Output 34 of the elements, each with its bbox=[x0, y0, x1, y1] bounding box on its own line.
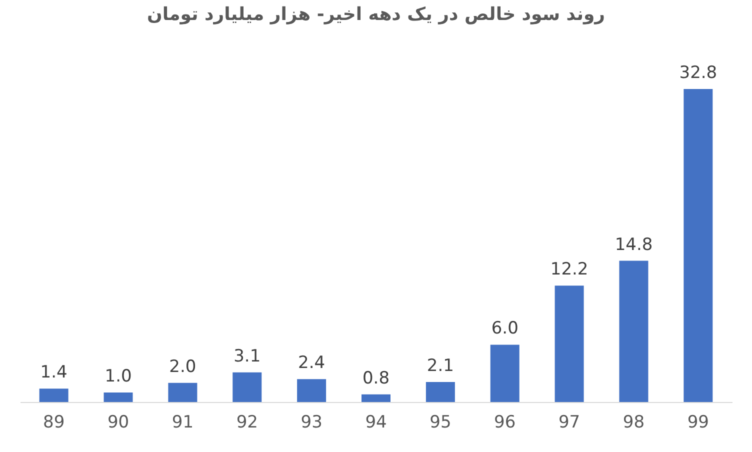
data-label: 14.8 bbox=[614, 234, 653, 255]
data-label: 1.4 bbox=[40, 362, 68, 383]
bar bbox=[297, 379, 326, 402]
data-label: 3.1 bbox=[234, 346, 261, 366]
bar bbox=[232, 372, 262, 402]
bar bbox=[39, 388, 68, 402]
bar bbox=[426, 382, 455, 402]
data-label: 2.1 bbox=[426, 356, 454, 376]
bar bbox=[168, 382, 198, 402]
bar bbox=[684, 88, 713, 402]
x-tick-label: 94 bbox=[365, 412, 387, 432]
x-tick-label: 97 bbox=[558, 412, 580, 432]
x-tick-label: 96 bbox=[494, 412, 516, 432]
x-tick-label: 90 bbox=[107, 412, 130, 432]
data-label: 2.4 bbox=[298, 353, 326, 374]
x-tick-label: 89 bbox=[43, 412, 65, 432]
bar bbox=[362, 394, 390, 402]
data-label: 32.8 bbox=[679, 62, 718, 83]
x-tick-label: 93 bbox=[300, 412, 322, 432]
chart-title: روند سود خالص در یک دهه اخیر- هزار میلیارد تومان bbox=[146, 4, 606, 25]
data-label: 12.2 bbox=[550, 260, 588, 280]
bar bbox=[104, 392, 133, 402]
data-label: 2.0 bbox=[169, 356, 196, 377]
bar bbox=[490, 344, 520, 402]
bar bbox=[554, 286, 584, 402]
x-tick-label: 95 bbox=[430, 412, 452, 432]
x-tick-label: 91 bbox=[172, 412, 194, 432]
x-tick-label: 99 bbox=[687, 412, 709, 432]
data-label: 1.0 bbox=[104, 366, 132, 386]
x-tick-label: 92 bbox=[236, 412, 258, 432]
data-label: 6.0 bbox=[491, 318, 518, 339]
bar bbox=[619, 260, 648, 402]
data-label: 0.8 bbox=[362, 368, 390, 388]
x-tick-label: 98 bbox=[622, 412, 645, 432]
